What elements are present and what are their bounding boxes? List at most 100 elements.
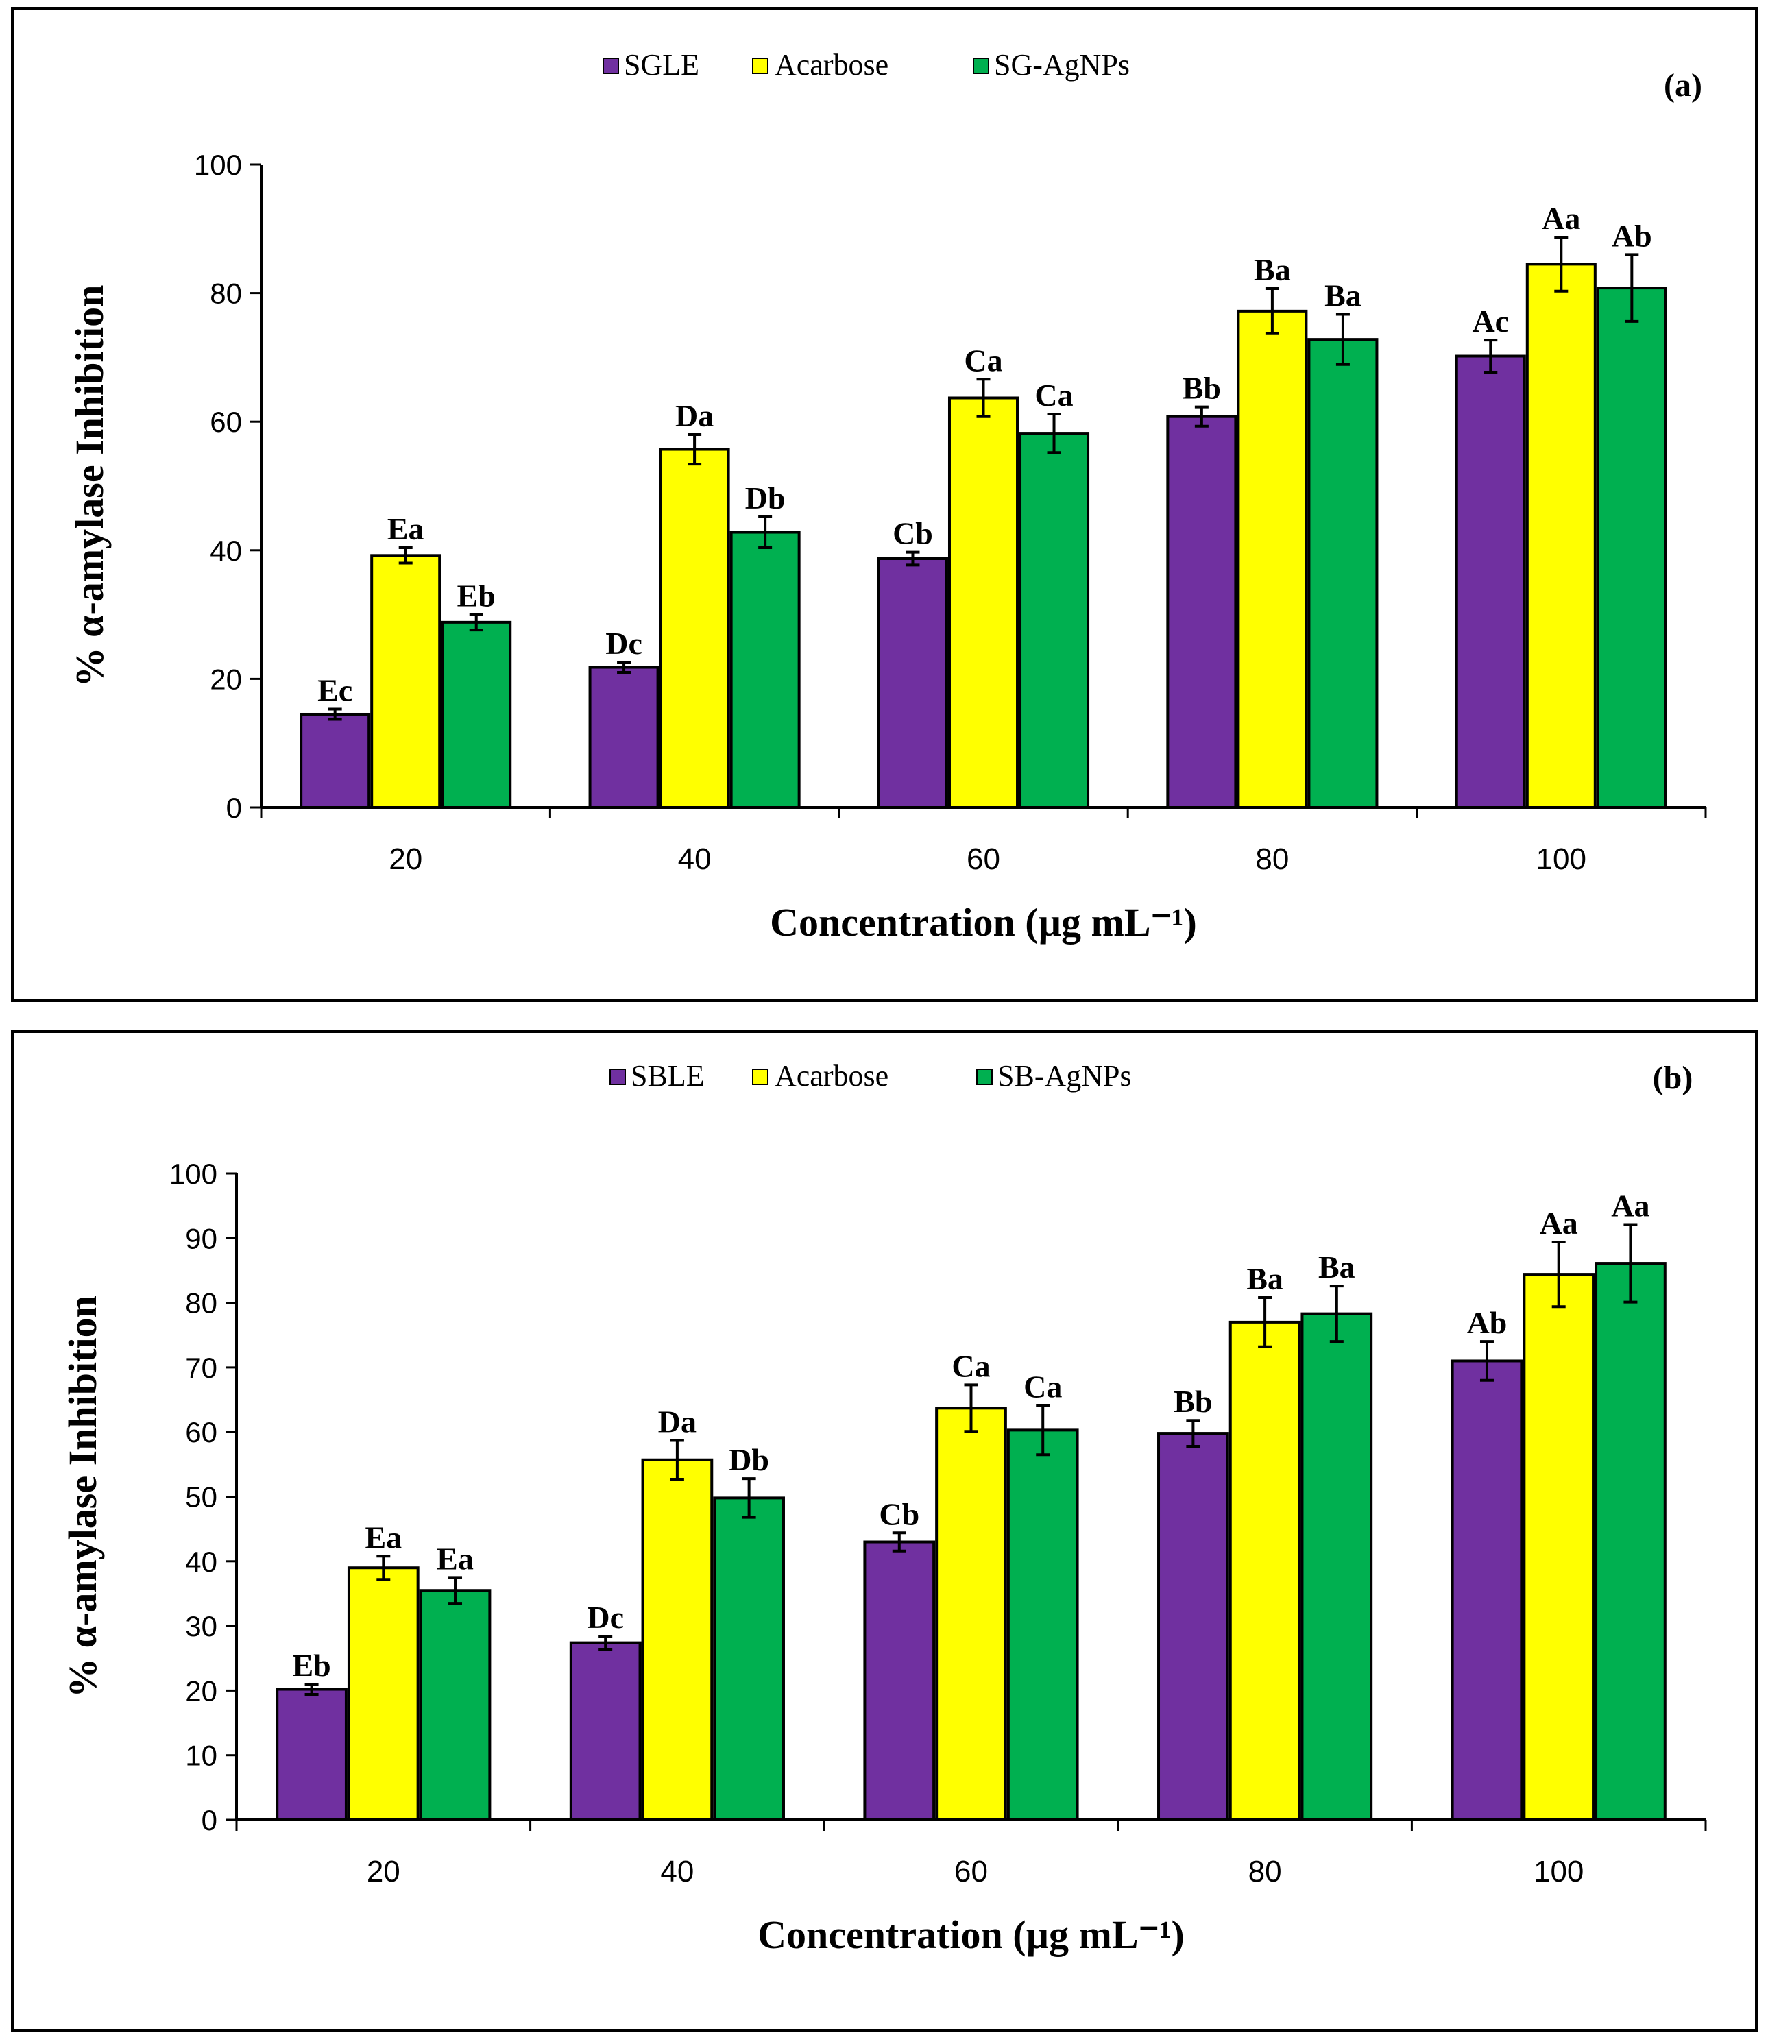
significance-label: Cb xyxy=(893,516,933,551)
error-bar xyxy=(670,1439,684,1481)
bar-sb-agnps xyxy=(419,1589,492,1822)
error-bar xyxy=(1484,339,1498,374)
legend-label: SBLE xyxy=(631,1059,705,1093)
y-tick-label: 20 xyxy=(185,1675,217,1707)
x-axis-label: Concentration (µg mL⁻¹) xyxy=(770,900,1197,945)
error-bar xyxy=(906,550,920,567)
y-tick-label: 70 xyxy=(185,1352,217,1384)
bar-sg-agnps xyxy=(1307,338,1379,809)
significance-label: Cb xyxy=(879,1496,919,1531)
significance-label: Ba xyxy=(1318,1250,1355,1285)
bar-sble xyxy=(569,1641,642,1821)
x-axis-label: Concentration (µg mL⁻¹) xyxy=(758,1912,1185,1957)
y-tick-label: 0 xyxy=(202,1804,217,1836)
significance-label: Da xyxy=(658,1404,697,1439)
error-bar xyxy=(328,707,342,721)
legend-swatch xyxy=(976,1069,993,1085)
bar-sble xyxy=(1157,1432,1229,1821)
significance-label: Aa xyxy=(1540,1206,1578,1241)
panel-frame xyxy=(11,7,1758,1002)
error-bar xyxy=(304,1682,319,1696)
bar-acarbose xyxy=(947,396,1019,809)
bar-sg-agnps xyxy=(729,531,801,809)
y-tick-label: 80 xyxy=(210,278,242,310)
bar-sgle xyxy=(1166,415,1237,809)
error-bar xyxy=(1036,1404,1050,1457)
bar-acarbose xyxy=(935,1407,1007,1822)
bar-acarbose xyxy=(641,1458,714,1821)
bar-acarbose xyxy=(659,448,730,809)
significance-label: Aa xyxy=(1611,1188,1649,1223)
x-tick-label: 100 xyxy=(1534,1855,1584,1888)
bar-acarbose xyxy=(1525,263,1597,809)
error-bar xyxy=(1551,1240,1566,1309)
y-tick-label: 50 xyxy=(185,1481,217,1513)
legend-label: SB-AgNPs xyxy=(997,1059,1132,1093)
bar-acarbose xyxy=(1228,1320,1301,1821)
error-bar xyxy=(892,1531,906,1553)
x-tick-label: 100 xyxy=(1536,842,1586,876)
bar-sb-agnps xyxy=(1595,1262,1667,1821)
legend-swatch xyxy=(603,58,619,74)
error-bar xyxy=(1625,253,1639,323)
error-bar xyxy=(1554,235,1569,293)
bar-sg-agnps xyxy=(441,620,512,810)
legend-label: Acarbose xyxy=(775,1059,888,1093)
legend-swatch xyxy=(609,1069,626,1085)
significance-label: Ba xyxy=(1324,278,1361,313)
error-bar xyxy=(1258,1296,1272,1348)
significance-label: Ec xyxy=(317,672,352,707)
bar-sgle xyxy=(1455,354,1526,809)
error-bar xyxy=(1329,1285,1344,1343)
x-tick-label: 40 xyxy=(660,1855,694,1888)
error-bar xyxy=(742,1477,756,1519)
chart-panel-0: (a) SGLE Acarbose SG-AgNPs 0 20 40 60 80 100 20 40 6… xyxy=(11,7,1758,1002)
error-bar xyxy=(976,378,991,418)
significance-label: Ba xyxy=(1246,1261,1283,1296)
significance-label: Dc xyxy=(587,1600,624,1635)
bar-sgle xyxy=(877,557,948,810)
significance-label: Ab xyxy=(1467,1305,1508,1340)
bar-sble xyxy=(276,1688,348,1821)
legend: SGLE Acarbose SG-AgNPs xyxy=(603,48,1130,82)
bar-acarbose xyxy=(347,1566,420,1821)
error-bar xyxy=(598,1635,613,1651)
legend-label: SGLE xyxy=(624,48,699,82)
significance-label: Ca xyxy=(1034,378,1073,413)
significance-label: Dc xyxy=(605,626,642,661)
error-bar xyxy=(617,661,631,674)
y-tick-label: 80 xyxy=(185,1287,217,1319)
bar-acarbose xyxy=(1523,1273,1595,1822)
bar-sb-agnps xyxy=(713,1496,785,1821)
x-tick-label: 80 xyxy=(1248,1855,1282,1888)
x-tick-label: 20 xyxy=(367,1855,400,1888)
legend-swatch xyxy=(752,1069,768,1085)
y-axis-label: % α-amylase Inhibition xyxy=(60,1295,105,1698)
significance-label: Ca xyxy=(952,1348,990,1383)
bar-acarbose xyxy=(370,554,441,810)
error-bar xyxy=(1047,412,1061,454)
significance-label: Ea xyxy=(365,1520,402,1555)
bar-sgle xyxy=(300,712,371,809)
y-tick-label: 30 xyxy=(185,1610,217,1642)
significance-label: Ab xyxy=(1612,218,1652,253)
error-bar xyxy=(1186,1419,1200,1448)
bar-sg-agnps xyxy=(1596,287,1667,809)
significance-label: Ac xyxy=(1472,304,1509,339)
y-axis-label: % α-amylase Inhibition xyxy=(67,285,112,688)
error-bar xyxy=(469,613,483,632)
error-bar xyxy=(376,1555,391,1581)
y-tick-label: 10 xyxy=(185,1740,217,1772)
panel-label: (a) xyxy=(1664,67,1702,104)
error-bar xyxy=(758,515,773,550)
error-bar xyxy=(1479,1340,1494,1382)
y-tick-label: 0 xyxy=(226,792,242,824)
bar-sb-agnps xyxy=(1006,1428,1079,1822)
significance-label: Bb xyxy=(1183,371,1221,406)
significance-label: Db xyxy=(745,480,786,515)
x-tick-label: 60 xyxy=(967,842,1000,876)
significance-label: Da xyxy=(675,398,714,433)
y-tick-label: 100 xyxy=(194,149,242,181)
error-bar xyxy=(688,433,702,466)
x-tick-label: 60 xyxy=(954,1855,988,1888)
